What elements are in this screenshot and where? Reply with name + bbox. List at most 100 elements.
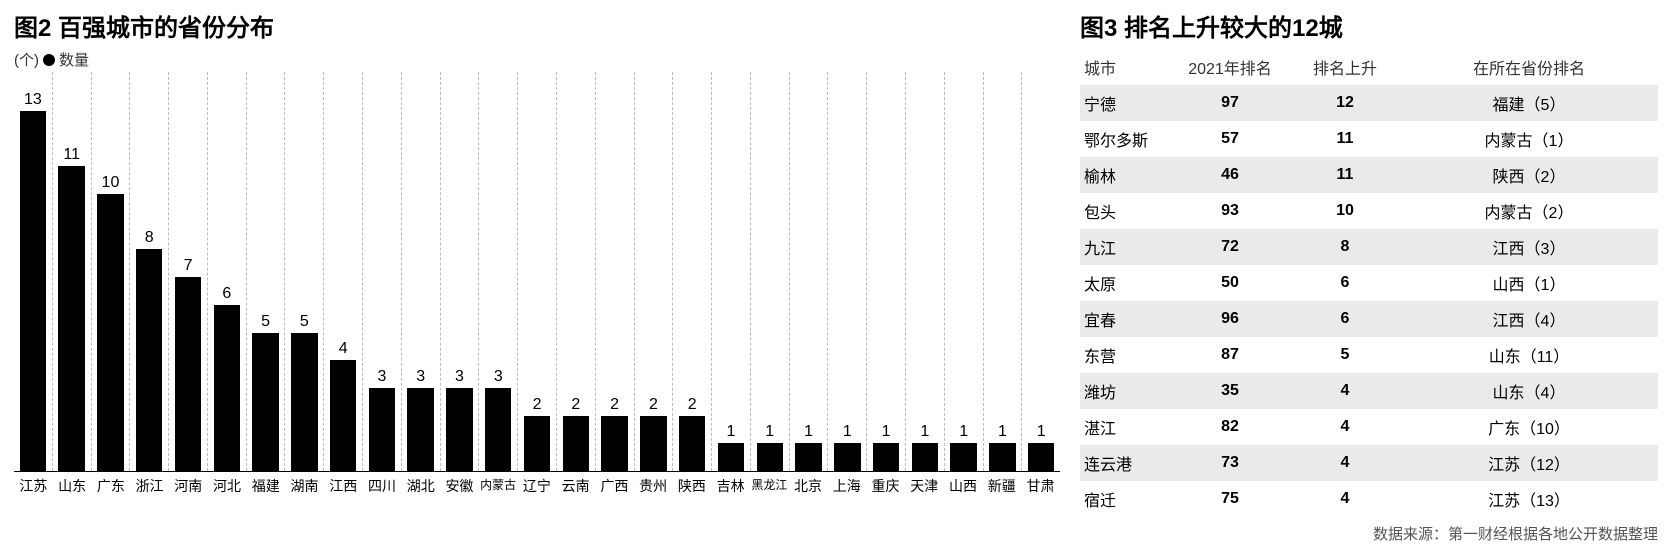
x-label: 云南	[556, 476, 595, 496]
table-title: 图3 排名上升较大的12城	[1080, 8, 1658, 43]
bar-slot: 1	[945, 72, 984, 471]
table-row: 鄂尔多斯5711内蒙古（1）	[1080, 121, 1658, 157]
bar	[679, 416, 705, 471]
bar	[950, 443, 976, 471]
table-row: 榆林4611陕西（2）	[1080, 157, 1658, 193]
bar	[214, 305, 240, 471]
bar	[757, 443, 783, 471]
x-label: 湖北	[401, 476, 440, 496]
col-header-rank2021: 2021年排名	[1170, 49, 1290, 85]
x-label: 贵州	[634, 476, 673, 496]
bar	[369, 388, 395, 471]
cell-rise: 5	[1290, 337, 1400, 373]
bar-value: 1	[867, 423, 905, 441]
bar-value: 1	[790, 423, 828, 441]
bar-value: 2	[635, 396, 673, 414]
x-label: 上海	[827, 476, 866, 496]
bar-value: 2	[596, 396, 634, 414]
x-label: 北京	[789, 476, 828, 496]
chart-title: 图2 百强城市的省份分布	[14, 8, 1060, 43]
chart-panel: 图2 百强城市的省份分布 (个) 数量 13111087655433332222…	[0, 0, 1070, 524]
x-label: 天津	[905, 476, 944, 496]
table-header-row: 城市 2021年排名 排名上升 在所在省份排名	[1080, 49, 1658, 85]
bar-value: 3	[363, 368, 401, 386]
bar	[524, 416, 550, 471]
bar-slot: 1	[751, 72, 790, 471]
cell-city: 宜春	[1080, 301, 1170, 337]
cell-rise: 6	[1290, 265, 1400, 301]
cell-prov: 江苏（12）	[1400, 445, 1658, 481]
bar-slot: 2	[635, 72, 674, 471]
x-label: 浙江	[130, 476, 169, 496]
bar	[601, 416, 627, 471]
bar	[20, 111, 46, 471]
col-header-city: 城市	[1080, 49, 1170, 85]
cell-rise: 10	[1290, 193, 1400, 229]
bar-slot: 3	[402, 72, 441, 471]
bar-value: 2	[557, 396, 595, 414]
bar-value: 5	[285, 313, 323, 331]
x-label: 四川	[363, 476, 402, 496]
bar-value: 5	[247, 313, 285, 331]
x-label: 河南	[169, 476, 208, 496]
x-label: 重庆	[866, 476, 905, 496]
bar-slot: 3	[363, 72, 402, 471]
legend-label: 数量	[59, 49, 89, 70]
bar	[97, 194, 123, 471]
x-label: 辽宁	[518, 476, 557, 496]
bar-value: 2	[673, 396, 711, 414]
cell-rank2021: 72	[1170, 229, 1290, 265]
ranking-table: 城市 2021年排名 排名上升 在所在省份排名 宁德9712福建（5）鄂尔多斯5…	[1080, 49, 1658, 517]
cell-city: 鄂尔多斯	[1080, 121, 1170, 157]
cell-prov: 山东（11）	[1400, 337, 1658, 373]
cell-rise: 4	[1290, 481, 1400, 517]
x-label: 新疆	[982, 476, 1021, 496]
cell-rank2021: 35	[1170, 373, 1290, 409]
cell-city: 太原	[1080, 265, 1170, 301]
bar	[58, 166, 84, 471]
bar	[1028, 443, 1054, 471]
legend-dot-icon	[43, 54, 55, 66]
x-label: 甘肃	[1021, 476, 1060, 496]
bar-slot: 5	[285, 72, 324, 471]
bar	[640, 416, 666, 471]
table-row: 湛江824广东（10）	[1080, 409, 1658, 445]
bar-value: 1	[984, 423, 1022, 441]
cell-prov: 江苏（13）	[1400, 481, 1658, 517]
cell-rise: 12	[1290, 85, 1400, 121]
data-source: 数据来源：第一财经根据各地公开数据整理	[1080, 523, 1658, 544]
table-row: 宿迁754江苏（13）	[1080, 481, 1658, 517]
cell-city: 宿迁	[1080, 481, 1170, 517]
bar-slot: 1	[984, 72, 1023, 471]
cell-rank2021: 75	[1170, 481, 1290, 517]
bar-slot: 1	[790, 72, 829, 471]
bar-value: 1	[828, 423, 866, 441]
cell-rank2021: 96	[1170, 301, 1290, 337]
bar-slot: 1	[867, 72, 906, 471]
cell-city: 榆林	[1080, 157, 1170, 193]
cell-prov: 山西（1）	[1400, 265, 1658, 301]
bar-value: 1	[751, 423, 789, 441]
bar	[718, 443, 744, 471]
bar-slot: 1	[712, 72, 751, 471]
cell-city: 包头	[1080, 193, 1170, 229]
bar-slot: 13	[14, 72, 53, 471]
bar-slot: 10	[92, 72, 131, 471]
bar	[330, 360, 356, 471]
table-panel: 图3 排名上升较大的12城 城市 2021年排名 排名上升 在所在省份排名 宁德…	[1070, 0, 1668, 524]
bar-value: 3	[479, 368, 517, 386]
bar-value: 1	[906, 423, 944, 441]
bar-slot: 2	[673, 72, 712, 471]
cell-city: 九江	[1080, 229, 1170, 265]
bar	[873, 443, 899, 471]
cell-prov: 陕西（2）	[1400, 157, 1658, 193]
bar	[407, 388, 433, 471]
cell-city: 潍坊	[1080, 373, 1170, 409]
chart-legend: (个) 数量	[14, 49, 1060, 70]
table-row: 东营875山东（11）	[1080, 337, 1658, 373]
cell-prov: 福建（5）	[1400, 85, 1658, 121]
table-row: 潍坊354山东（4）	[1080, 373, 1658, 409]
bar-slot: 1	[828, 72, 867, 471]
cell-prov: 山东（4）	[1400, 373, 1658, 409]
bar-value: 13	[14, 91, 52, 109]
